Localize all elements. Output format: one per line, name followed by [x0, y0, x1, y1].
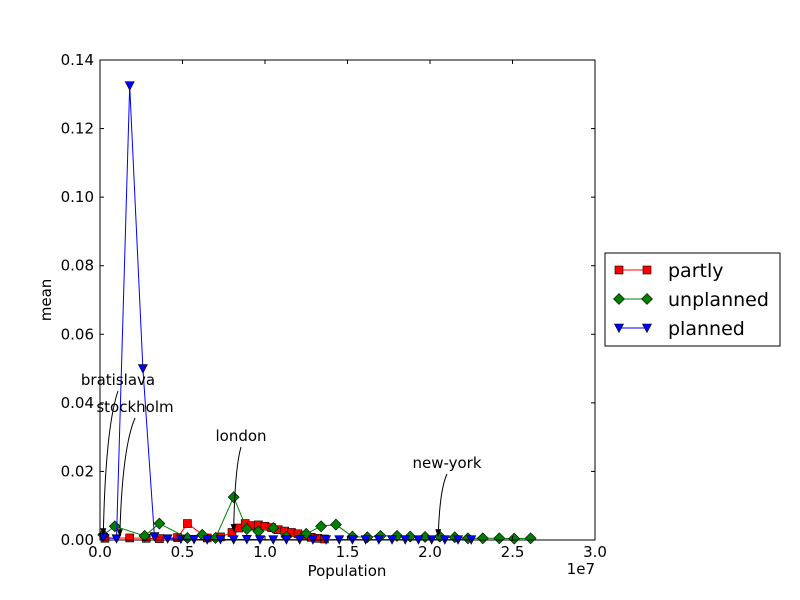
annotation-label: bratislava [81, 371, 155, 389]
x-tick-label: 0.5 [171, 543, 195, 561]
data-point-partly [125, 533, 134, 543]
data-point-unplanned [508, 532, 521, 545]
data-point-unplanned [493, 532, 506, 545]
annotation-arrowhead [100, 528, 107, 537]
y-tick-label: 0.14 [61, 51, 94, 69]
legend-label: unplanned [668, 289, 769, 311]
data-point-planned [137, 364, 148, 374]
x-tick-label: 2.5 [501, 543, 525, 561]
data-point-unplanned [524, 532, 537, 545]
data-point-planned [162, 534, 173, 544]
annotation-bratislava: bratislava [81, 371, 155, 537]
annotation-london: london [215, 427, 267, 533]
y-tick-label: 0.10 [61, 188, 94, 206]
y-tick-label: 0.02 [61, 462, 94, 480]
legend-marker [642, 265, 652, 275]
annotation-arrowhead [230, 524, 237, 533]
legend-item-unplanned: unplanned [613, 289, 769, 311]
data-point-unplanned [267, 522, 280, 534]
annotation-arrow [233, 446, 242, 532]
y-tick-label: 0.06 [61, 325, 94, 343]
legend: partly unplanned planned [604, 252, 781, 347]
legend-item-planned: planned [614, 318, 745, 340]
y-tick-label: 0.00 [61, 531, 94, 549]
y-tick-label: 0.12 [61, 120, 94, 138]
legend-marker [614, 323, 624, 334]
annotation-arrow [119, 417, 136, 537]
legend-marker [613, 293, 625, 305]
legend-marker [642, 323, 652, 334]
annotation-stockholm: stockholm [96, 398, 174, 538]
data-point-unplanned [240, 523, 253, 535]
y-tick-label: 0.04 [61, 394, 94, 412]
data-point-unplanned [153, 517, 166, 530]
legend-item-partly: partly [614, 260, 724, 282]
data-point-planned [111, 534, 122, 544]
data-point-unplanned [108, 520, 121, 533]
x-axis-offset-label: 1e7 [567, 560, 595, 578]
data-point-planned [175, 534, 186, 545]
annotation-new-york: new-york [412, 454, 482, 538]
x-tick-label: 1.5 [336, 543, 360, 561]
legend-entries: partly unplanned planned [613, 260, 769, 340]
data-point-unplanned [330, 518, 342, 531]
data-point-unplanned [227, 491, 240, 504]
data-point-unplanned [138, 529, 151, 542]
data-point-planned [124, 81, 135, 91]
data-point-unplanned [476, 532, 489, 545]
x-tick-label: 3.0 [583, 543, 607, 561]
data-point-partly [183, 519, 192, 528]
legend-marker [614, 265, 624, 275]
x-tick-label: 2.0 [418, 543, 442, 561]
ticks-layer: 0.0 0.5 1.0 1.5 2.0 2.5 3.0 0.00 0.02 0.04 0.06 0.0… [61, 51, 607, 561]
legend-label: planned [668, 318, 745, 340]
y-tick-label: 0.08 [61, 257, 94, 275]
annotation-label: stockholm [96, 398, 173, 416]
annotation-arrowhead [435, 529, 442, 538]
data-point-unplanned [315, 520, 328, 533]
x-axis-label: Population [308, 562, 387, 580]
x-tick-label: 1.0 [253, 543, 277, 561]
legend-marker [641, 293, 653, 305]
annotation-arrow [102, 390, 119, 536]
data-point-planned [149, 532, 160, 542]
annotation-arrow [437, 473, 448, 537]
x-tick-label: 0.0 [88, 543, 112, 561]
annotation-arrowhead [116, 529, 123, 538]
annotation-layer: bratislava stockholm london new-york [81, 371, 482, 538]
annotation-label: london [215, 427, 266, 445]
legend-label: partly [668, 260, 724, 282]
y-axis-label: mean [37, 279, 55, 322]
annotation-label: new-york [412, 454, 481, 472]
